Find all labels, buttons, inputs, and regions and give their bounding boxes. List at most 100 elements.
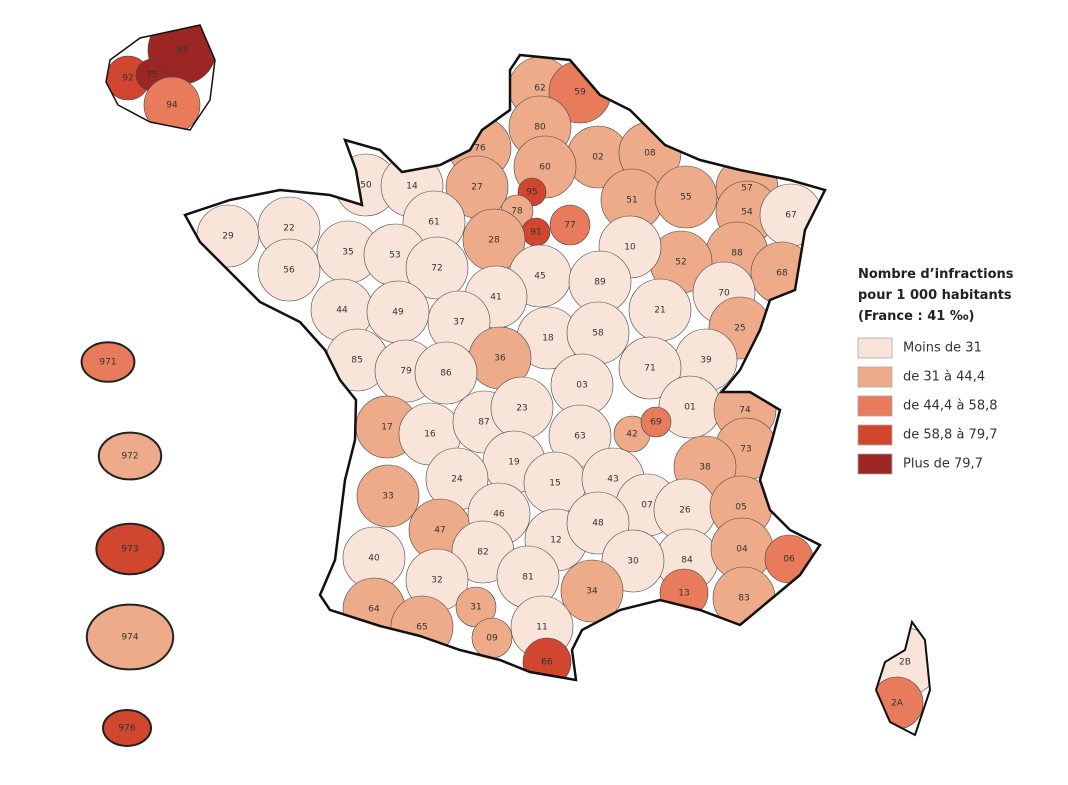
department-label: 01 <box>684 403 695 413</box>
department-label: 03 <box>576 381 587 391</box>
department-label: 02 <box>592 153 603 163</box>
corsica-outline <box>874 619 932 737</box>
legend-label: de 58,8 à 79,7 <box>903 428 998 443</box>
legend-title: (France : 41 ‰) <box>858 309 974 324</box>
department-label: 29 <box>222 232 234 242</box>
department-label: 09 <box>486 634 498 644</box>
department-label: 35 <box>342 248 353 258</box>
department-label: 976 <box>118 724 135 734</box>
department-label: 16 <box>424 430 436 440</box>
department-label: 17 <box>381 423 392 433</box>
department <box>80 341 136 383</box>
department-label: 61 <box>428 218 439 228</box>
department-label: 73 <box>740 445 751 455</box>
department-label: 93 <box>176 46 187 56</box>
department-label: 04 <box>736 545 748 555</box>
department-label: 80 <box>534 123 546 133</box>
legend-swatch <box>857 395 893 417</box>
department <box>102 709 152 747</box>
department-label: 44 <box>336 306 348 316</box>
department-label: 76 <box>474 144 486 154</box>
department-label: 2A <box>891 699 904 709</box>
department-label: 34 <box>586 587 598 597</box>
department-label: 40 <box>368 554 380 564</box>
department <box>356 464 420 528</box>
department <box>549 204 591 246</box>
department-label: 85 <box>351 356 362 366</box>
department <box>414 341 478 405</box>
department-label: 81 <box>522 573 533 583</box>
overseas <box>80 341 175 747</box>
department-label: 82 <box>477 548 488 558</box>
department-label: 53 <box>389 251 400 261</box>
department-label: 25 <box>734 324 745 334</box>
department-label: 79 <box>400 367 412 377</box>
department-label: 10 <box>624 243 636 253</box>
department-label: 973 <box>121 545 138 555</box>
department-label: 38 <box>699 463 711 473</box>
department-label: 77 <box>564 221 575 231</box>
department-label: 33 <box>382 492 393 502</box>
department-label: 66 <box>541 658 553 668</box>
department <box>97 431 163 481</box>
legend-label: Moins de 31 <box>903 341 982 356</box>
department <box>640 406 672 438</box>
france-outline <box>183 53 827 682</box>
department-label: 62 <box>534 84 545 94</box>
department-label: 06 <box>783 555 795 565</box>
department-label: 46 <box>493 510 505 520</box>
department-label: 64 <box>368 605 380 615</box>
department-label: 42 <box>626 430 637 440</box>
department-label: 78 <box>511 207 523 217</box>
department-label: 65 <box>416 623 427 633</box>
department-label: 2B <box>899 658 911 668</box>
legend-title: Nombre d’infractions <box>858 267 1014 282</box>
department-label: 43 <box>607 475 618 485</box>
department-label: 94 <box>166 101 178 111</box>
department-label: 57 <box>741 184 752 194</box>
department-label: 87 <box>478 418 489 428</box>
legend-swatch <box>857 424 893 446</box>
department-label: 51 <box>626 196 637 206</box>
legend-swatch <box>857 337 893 359</box>
department-label: 60 <box>539 163 551 173</box>
department-label: 36 <box>494 354 506 364</box>
department-label: 48 <box>592 519 604 529</box>
department-label: 68 <box>776 269 788 279</box>
mainland <box>196 56 823 680</box>
department-label: 69 <box>650 418 662 428</box>
department-label: 39 <box>700 356 712 366</box>
department-label: 88 <box>731 249 743 259</box>
department <box>405 236 469 300</box>
department <box>257 238 321 302</box>
department-label: 28 <box>488 236 500 246</box>
legend-swatch <box>857 366 893 388</box>
legend-title: pour 1 000 habitants <box>858 288 1012 303</box>
department-label: 972 <box>121 452 138 462</box>
department-label: 32 <box>431 576 442 586</box>
department-label: 49 <box>392 308 404 318</box>
department-label: 45 <box>534 272 545 282</box>
department-label: 56 <box>283 266 295 276</box>
department-label: 19 <box>508 458 520 468</box>
department <box>85 603 175 671</box>
department-label: 41 <box>490 293 501 303</box>
department-label: 12 <box>550 536 561 546</box>
department-label: 50 <box>360 181 372 191</box>
department-label: 18 <box>542 334 554 344</box>
department-label: 23 <box>516 404 527 414</box>
department <box>618 336 682 400</box>
legend-label: de 31 à 44,4 <box>903 370 985 385</box>
department-label: 22 <box>283 224 294 234</box>
department-label: 31 <box>470 603 481 613</box>
department-label: 55 <box>680 193 691 203</box>
department-label: 05 <box>735 503 746 513</box>
legend-label: de 44,4 à 58,8 <box>903 399 998 414</box>
department-label: 52 <box>675 258 686 268</box>
department-label: 91 <box>530 228 541 238</box>
legend-swatch <box>857 453 893 475</box>
department-label: 13 <box>678 589 689 599</box>
department-label: 30 <box>627 557 639 567</box>
department <box>560 559 624 623</box>
